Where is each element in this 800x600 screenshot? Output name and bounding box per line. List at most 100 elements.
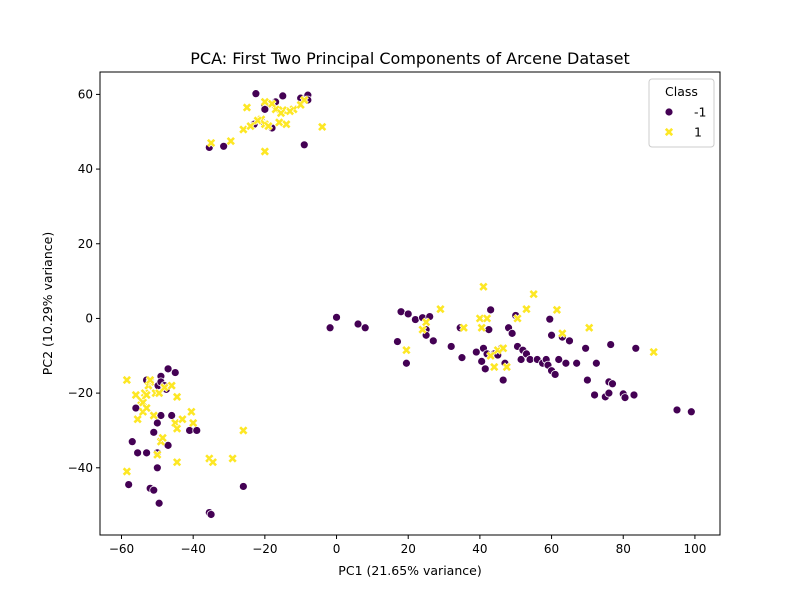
data-point-circle bbox=[402, 358, 411, 368]
data-point-x bbox=[493, 345, 503, 355]
marker-stroke bbox=[475, 314, 485, 323]
y-tick-label: 20 bbox=[78, 237, 93, 251]
data-point-circle bbox=[477, 356, 487, 366]
data-point-x bbox=[421, 317, 431, 327]
marker-stroke bbox=[122, 467, 131, 476]
data-point-circle bbox=[299, 140, 309, 150]
data-point-x bbox=[584, 323, 594, 333]
marker-stroke bbox=[206, 138, 216, 148]
data-point-x bbox=[552, 305, 562, 315]
marker-stroke bbox=[133, 415, 142, 424]
data-point-circle bbox=[572, 358, 582, 368]
data-point-x bbox=[285, 106, 295, 116]
data-point-circle bbox=[142, 448, 151, 458]
data-point-x bbox=[417, 325, 428, 335]
data-point-x bbox=[145, 375, 155, 385]
data-point-circle bbox=[608, 379, 617, 389]
points-layer bbox=[122, 89, 696, 519]
x-tick-label: 80 bbox=[616, 542, 631, 556]
data-point-x bbox=[167, 381, 177, 391]
marker-stroke bbox=[158, 433, 167, 443]
marker-stroke bbox=[486, 351, 495, 360]
x-tick-label: −20 bbox=[252, 542, 277, 556]
data-point-circle bbox=[353, 319, 363, 329]
data-point-x bbox=[267, 99, 277, 109]
data-point-circle bbox=[457, 353, 467, 363]
data-point-circle bbox=[604, 388, 614, 398]
data-point-circle bbox=[238, 482, 248, 491]
data-point-x bbox=[317, 122, 327, 132]
data-point-circle bbox=[133, 448, 143, 458]
marker-stroke bbox=[318, 122, 327, 132]
data-point-x bbox=[242, 102, 252, 113]
data-point-circle bbox=[163, 364, 173, 374]
data-point-x bbox=[435, 304, 446, 314]
data-point-x bbox=[172, 423, 182, 434]
data-point-circle bbox=[545, 314, 555, 324]
marker-stroke bbox=[275, 118, 284, 127]
marker-stroke bbox=[246, 122, 255, 131]
y-tick-label: 60 bbox=[78, 87, 93, 101]
legend-marker bbox=[664, 107, 674, 117]
data-point-x bbox=[149, 410, 159, 421]
data-point-x bbox=[459, 323, 469, 333]
marker-stroke bbox=[264, 122, 273, 131]
data-point-x bbox=[557, 328, 567, 338]
marker-stroke bbox=[228, 454, 237, 463]
marker-stroke bbox=[226, 136, 235, 146]
data-point-circle bbox=[547, 330, 556, 340]
marker-stroke bbox=[477, 323, 486, 332]
legend-marker bbox=[664, 127, 674, 137]
plot-frame bbox=[99, 71, 721, 536]
y-axis-label: PC2 (10.29% variance) bbox=[40, 232, 55, 375]
data-point-x bbox=[188, 418, 198, 428]
data-point-circle bbox=[360, 323, 370, 333]
data-point-circle bbox=[149, 485, 159, 495]
data-point-x bbox=[477, 323, 487, 333]
data-point-x bbox=[172, 392, 182, 402]
marker-stroke bbox=[172, 458, 182, 467]
marker-stroke bbox=[171, 418, 180, 428]
data-point-x bbox=[649, 347, 659, 357]
marker-stroke bbox=[267, 99, 277, 108]
data-point-x bbox=[482, 313, 492, 324]
data-point-x bbox=[170, 418, 180, 428]
marker-stroke bbox=[172, 392, 182, 401]
data-point-circle bbox=[163, 440, 173, 450]
data-point-circle bbox=[149, 427, 159, 437]
marker-stroke bbox=[142, 403, 151, 413]
data-point-circle bbox=[498, 375, 508, 385]
data-point-circle bbox=[471, 347, 481, 357]
data-point-x bbox=[253, 115, 263, 126]
data-point-x bbox=[276, 108, 286, 118]
x-tick-label: 40 bbox=[472, 542, 487, 556]
marker-stroke bbox=[142, 390, 151, 400]
legend-label: 1 bbox=[694, 125, 702, 140]
data-point-circle bbox=[260, 104, 270, 114]
data-point-x bbox=[529, 289, 539, 299]
data-point-x bbox=[274, 117, 284, 128]
data-point-circle bbox=[620, 393, 630, 402]
data-point-circle bbox=[403, 309, 413, 319]
data-point-x bbox=[177, 414, 188, 424]
marker-stroke bbox=[422, 318, 431, 327]
data-point-circle bbox=[582, 375, 592, 385]
marker-stroke bbox=[300, 95, 309, 105]
data-point-circle bbox=[152, 418, 162, 428]
marker-stroke bbox=[242, 103, 252, 112]
data-point-circle bbox=[672, 405, 682, 415]
legend-label: -1 bbox=[694, 105, 706, 120]
marker-stroke bbox=[189, 418, 198, 428]
data-point-x bbox=[245, 121, 256, 131]
marker-stroke bbox=[122, 375, 131, 385]
data-point-x bbox=[206, 138, 216, 148]
x-tick-label: 0 bbox=[333, 542, 341, 556]
marker-stroke bbox=[253, 116, 262, 125]
marker-stroke bbox=[552, 305, 562, 314]
data-point-x bbox=[158, 433, 168, 443]
data-point-circle bbox=[251, 89, 261, 99]
y-tick-label: −20 bbox=[68, 386, 93, 400]
data-point-x bbox=[299, 95, 309, 105]
marker-stroke bbox=[239, 125, 248, 134]
